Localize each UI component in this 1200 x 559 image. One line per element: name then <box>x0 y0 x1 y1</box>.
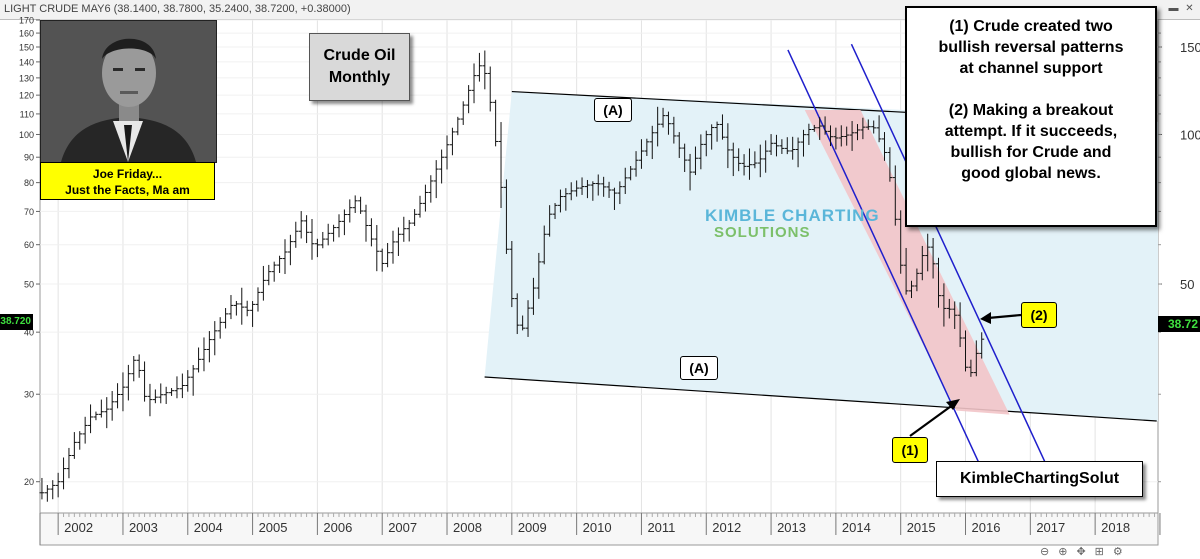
zoom-toolbar[interactable]: ⊖⊕✥⊞⚙ <box>1040 545 1132 558</box>
left-axis-label: 70 <box>24 207 34 217</box>
left-axis-label: 100 <box>19 130 34 140</box>
photo-caption: Joe Friday... Just the Facts, Ma am <box>40 162 215 200</box>
annotation-a-bottom: (A) <box>680 356 718 380</box>
x-axis-label: 2002 <box>64 520 93 535</box>
note-line-3: at channel support <box>959 60 1103 77</box>
annotation-a-top: (A) <box>594 98 632 122</box>
arrow-2-head <box>980 312 991 324</box>
x-axis-label: 2006 <box>323 520 352 535</box>
left-axis-label: 50 <box>24 280 34 290</box>
left-axis-label: 110 <box>20 109 34 119</box>
portrait-illustration <box>41 21 216 162</box>
left-axis-label: 170 <box>19 16 34 26</box>
right-axis-label: 50 <box>1180 277 1194 292</box>
footer-label: KimbleChartingSolut <box>959 470 1120 487</box>
ohlc-bars <box>39 50 985 502</box>
chart-header-title: LIGHT CRUDE MAY6 (38.1400, 38.7800, 35.2… <box>4 3 351 15</box>
x-axis-label: 2011 <box>647 520 675 535</box>
left-axis-label: 60 <box>24 240 34 250</box>
left-axis-label: 80 <box>24 178 34 188</box>
last-price-tag-right: 38.72 <box>1158 316 1200 332</box>
x-axis-label: 2018 <box>1101 520 1130 535</box>
minimize-icon[interactable]: ▬ <box>1168 3 1179 14</box>
x-axis-label: 2013 <box>777 520 806 535</box>
note-line-6: bullish for Crude and <box>950 144 1112 161</box>
left-axis-label: 150 <box>19 43 34 53</box>
scale-icon[interactable]: ⊞ <box>1094 546 1113 558</box>
notes-box: (1) Crude created two bullish reversal p… <box>905 6 1157 227</box>
x-axis-label: 2015 <box>907 520 936 535</box>
caption-line-1: Joe Friday... <box>92 167 163 181</box>
annotation-2: (2) <box>1021 302 1057 328</box>
channel-lower-line <box>484 376 1157 422</box>
watermark-line-2: SOLUTIONS <box>714 224 811 241</box>
falling-channel-area <box>804 110 1010 415</box>
note-line-1: (1) Crude created two <box>949 18 1113 35</box>
note-line-7: good global news. <box>961 165 1101 182</box>
annotation-1: (1) <box>892 437 928 463</box>
right-axis-label: 100 <box>1180 127 1200 142</box>
pan-icon[interactable]: ✥ <box>1076 546 1095 558</box>
x-axis-label: 2008 <box>453 520 482 535</box>
caption-line-2: Just the Facts, Ma am <box>65 183 190 197</box>
zoom-out-icon[interactable]: ⊖ <box>1040 546 1059 558</box>
note-line-4: (2) Making a breakout <box>948 102 1114 119</box>
arrow-1-line <box>909 403 955 437</box>
x-axis-label: 2005 <box>259 520 288 535</box>
left-axis-label: 30 <box>24 390 34 400</box>
left-axis-label: 120 <box>19 91 34 101</box>
right-axis-label: 150 <box>1180 40 1200 55</box>
x-axis-label: 2003 <box>129 520 158 535</box>
falling-channel-lower-line <box>787 49 991 488</box>
chart-title: Crude Oil Monthly <box>323 47 396 86</box>
footer-label-box: KimbleChartingSolut <box>936 461 1143 497</box>
close-icon[interactable]: ✕ <box>1185 3 1194 14</box>
left-axis-label: 90 <box>24 153 34 163</box>
x-axis-label: 2007 <box>388 520 417 535</box>
settings-icon[interactable]: ⚙ <box>1112 546 1132 558</box>
arrow-1-head <box>946 399 960 410</box>
x-axis-area <box>39 512 1159 546</box>
note-line-2: bullish reversal patterns <box>938 39 1124 56</box>
left-axis-label: 40 <box>24 328 34 338</box>
chart-title-box: Crude Oil Monthly <box>309 33 410 101</box>
zoom-in-icon[interactable]: ⊕ <box>1058 546 1077 558</box>
x-axis-label: 2012 <box>712 520 741 535</box>
annotation-arrows <box>909 312 1022 437</box>
portrait-photo <box>40 20 217 163</box>
x-axis-label: 2017 <box>1036 520 1065 535</box>
left-axis-label: 130 <box>19 73 34 83</box>
left-axis-label: 140 <box>19 57 34 67</box>
falling-channel-upper-line <box>850 43 1046 462</box>
x-axis-label: 2004 <box>194 520 223 535</box>
last-price-tag-left: 38.720 <box>0 314 33 330</box>
note-line-5: attempt. If it succeeds, <box>944 123 1118 140</box>
x-axis-label: 2016 <box>972 520 1001 535</box>
left-axis-label: 20 <box>24 477 34 487</box>
left-axis-label: 160 <box>19 29 34 39</box>
x-axis-label: 2014 <box>842 520 871 535</box>
x-axis-label: 2009 <box>518 520 547 535</box>
arrow-2-line <box>987 313 1022 320</box>
x-axis-label: 2010 <box>583 520 612 535</box>
watermark-line-1: KIMBLE CHARTING <box>705 206 880 225</box>
